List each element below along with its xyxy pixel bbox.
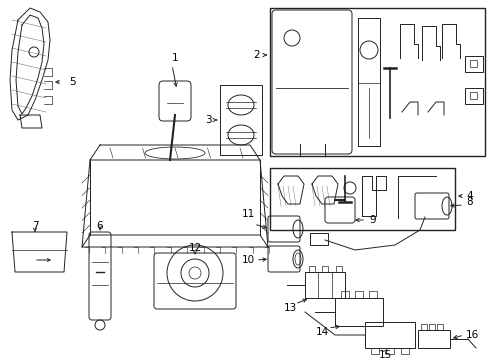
Bar bbox=[310, 233, 328, 245]
Bar bbox=[220, 85, 262, 155]
Bar bbox=[418, 330, 450, 348]
Text: 8: 8 bbox=[466, 197, 473, 207]
Text: 15: 15 bbox=[378, 350, 392, 360]
Text: 4: 4 bbox=[466, 191, 473, 201]
Bar bbox=[470, 60, 477, 67]
Text: 2: 2 bbox=[254, 50, 260, 60]
Text: 3: 3 bbox=[205, 115, 211, 125]
Text: 1: 1 bbox=[172, 53, 178, 63]
Bar bbox=[270, 8, 485, 156]
Bar bbox=[270, 168, 455, 230]
Text: 14: 14 bbox=[316, 327, 329, 337]
Text: 9: 9 bbox=[369, 215, 376, 225]
Bar bbox=[465, 56, 483, 72]
Bar bbox=[365, 322, 415, 348]
Text: 6: 6 bbox=[97, 221, 103, 231]
Text: 7: 7 bbox=[32, 221, 38, 231]
Bar bbox=[335, 298, 383, 326]
Text: 16: 16 bbox=[466, 330, 479, 340]
Bar bbox=[465, 88, 483, 104]
Text: 10: 10 bbox=[242, 255, 255, 265]
Text: 5: 5 bbox=[69, 77, 75, 87]
Bar bbox=[470, 92, 477, 99]
Text: 11: 11 bbox=[242, 209, 255, 219]
Text: 12: 12 bbox=[188, 243, 201, 253]
Bar bbox=[305, 272, 345, 298]
Text: 13: 13 bbox=[283, 303, 296, 313]
